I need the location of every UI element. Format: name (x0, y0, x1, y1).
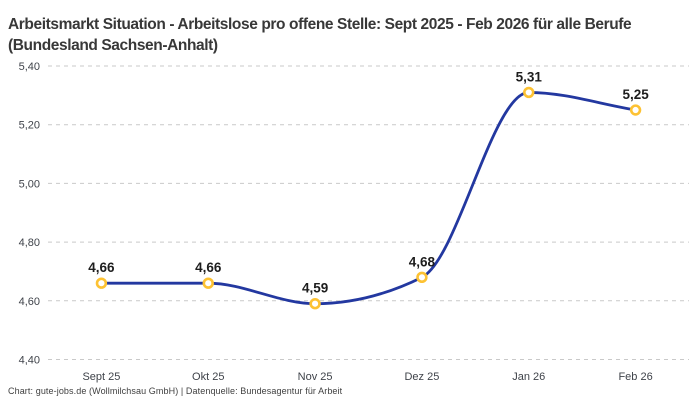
y-axis-tick-label: 4,80 (19, 237, 40, 249)
x-axis-tick-label: Jan 26 (512, 371, 545, 383)
data-point-label: 4,59 (302, 281, 328, 296)
y-axis-tick-label: 5,20 (19, 120, 40, 132)
y-axis-tick-label: 4,40 (19, 355, 40, 367)
y-axis-tick-label: 5,40 (19, 61, 40, 73)
data-point-label: 5,25 (622, 87, 649, 102)
x-axis-tick-label: Feb 26 (618, 371, 652, 383)
data-point-marker[interactable] (629, 104, 642, 116)
x-axis-tick-label: Sept 25 (82, 371, 120, 383)
series-line (100, 91, 637, 306)
data-point-marker[interactable] (416, 271, 428, 284)
data-point-marker[interactable] (309, 298, 321, 310)
data-point-marker[interactable] (202, 277, 214, 289)
x-axis-tick-label: Nov 25 (298, 371, 333, 383)
chart-attribution: Chart: gute-jobs.de (Wollmilchsau GmbH) … (8, 386, 343, 396)
page-title: Arbeitsmarkt Situation - Arbeitslose pro… (8, 16, 632, 55)
y-axis-tick-label: 4,60 (19, 296, 40, 308)
y-axis-tick-label: 5,00 (19, 178, 40, 190)
x-axis-tick-label: Dez 25 (404, 371, 439, 383)
data-point-label: 5,31 (516, 69, 543, 84)
data-point-label: 4,66 (88, 260, 115, 275)
x-axis-tick-label: Okt 25 (192, 371, 224, 383)
data-point-marker[interactable] (95, 277, 108, 289)
data-point-label: 4,68 (409, 254, 436, 269)
data-point-label: 4,66 (195, 260, 222, 275)
data-point-marker[interactable] (523, 86, 535, 99)
